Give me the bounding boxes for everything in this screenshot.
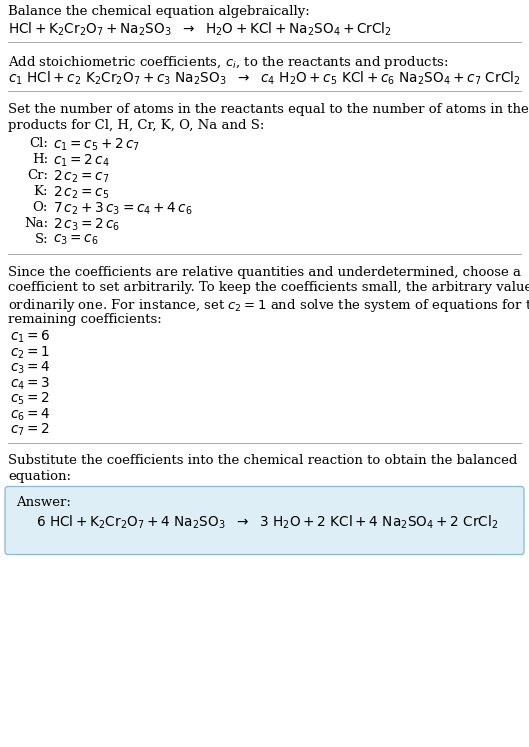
Text: $2\,c_3 = 2\,c_6$: $2\,c_3 = 2\,c_6$ [53, 217, 120, 233]
Text: S:: S: [34, 233, 48, 246]
Text: $c_1 = 2\,c_4$: $c_1 = 2\,c_4$ [53, 153, 110, 170]
Text: $7\,c_2 + 3\,c_3 = c_4 + 4\,c_6$: $7\,c_2 + 3\,c_3 = c_4 + 4\,c_6$ [53, 201, 193, 217]
Text: coefficient to set arbitrarily. To keep the coefficients small, the arbitrary va: coefficient to set arbitrarily. To keep … [8, 282, 529, 294]
Text: Answer:: Answer: [16, 497, 71, 509]
Text: $c_7 = 2$: $c_7 = 2$ [10, 422, 50, 438]
Text: $c_3 = c_6$: $c_3 = c_6$ [53, 233, 98, 247]
Text: H:: H: [32, 153, 48, 166]
Text: equation:: equation: [8, 470, 71, 483]
Text: $6\ \mathrm{HCl} + \mathrm{K_2Cr_2O_7} + 4\ \mathrm{Na_2SO_3}\ \ \rightarrow\ \ : $6\ \mathrm{HCl} + \mathrm{K_2Cr_2O_7} +… [36, 514, 498, 531]
Text: Since the coefficients are relative quantities and underdetermined, choose a: Since the coefficients are relative quan… [8, 266, 521, 279]
Text: Cl:: Cl: [29, 137, 48, 150]
Text: $c_5 = 2$: $c_5 = 2$ [10, 391, 50, 407]
Text: Substitute the coefficients into the chemical reaction to obtain the balanced: Substitute the coefficients into the che… [8, 454, 517, 468]
Text: $c_6 = 4$: $c_6 = 4$ [10, 406, 50, 423]
Text: $2\,c_2 = c_5$: $2\,c_2 = c_5$ [53, 185, 109, 202]
FancyBboxPatch shape [5, 486, 524, 554]
Text: Balance the chemical equation algebraically:: Balance the chemical equation algebraica… [8, 5, 310, 18]
Text: K:: K: [33, 185, 48, 198]
Text: Add stoichiometric coefficients, $c_i$, to the reactants and products:: Add stoichiometric coefficients, $c_i$, … [8, 54, 449, 71]
Text: $c_1\ \mathrm{HCl} + c_2\ \mathrm{K_2Cr_2O_7} + c_3\ \mathrm{Na_2SO_3}\ \ \right: $c_1\ \mathrm{HCl} + c_2\ \mathrm{K_2Cr_… [8, 69, 521, 87]
Text: ordinarily one. For instance, set $c_2 = 1$ and solve the system of equations fo: ordinarily one. For instance, set $c_2 =… [8, 297, 529, 314]
Text: products for Cl, H, Cr, K, O, Na and S:: products for Cl, H, Cr, K, O, Na and S: [8, 119, 264, 131]
Text: $c_3 = 4$: $c_3 = 4$ [10, 360, 50, 376]
Text: O:: O: [33, 201, 48, 214]
Text: $c_2 = 1$: $c_2 = 1$ [10, 344, 50, 361]
Text: $c_1 = c_5 + 2\,c_7$: $c_1 = c_5 + 2\,c_7$ [53, 137, 140, 153]
Text: $c_1 = 6$: $c_1 = 6$ [10, 329, 50, 345]
Text: Na:: Na: [24, 217, 48, 230]
Text: $\mathrm{HCl + K_2Cr_2O_7 + Na_2SO_3}\ \ \rightarrow\ \ \mathrm{H_2O + KCl + Na_: $\mathrm{HCl + K_2Cr_2O_7 + Na_2SO_3}\ \… [8, 20, 392, 38]
Text: remaining coefficients:: remaining coefficients: [8, 312, 162, 326]
Text: Set the number of atoms in the reactants equal to the number of atoms in the: Set the number of atoms in the reactants… [8, 103, 529, 116]
Text: Cr:: Cr: [27, 169, 48, 182]
Text: $2\,c_2 = c_7$: $2\,c_2 = c_7$ [53, 169, 110, 185]
Text: $c_4 = 3$: $c_4 = 3$ [10, 376, 50, 392]
